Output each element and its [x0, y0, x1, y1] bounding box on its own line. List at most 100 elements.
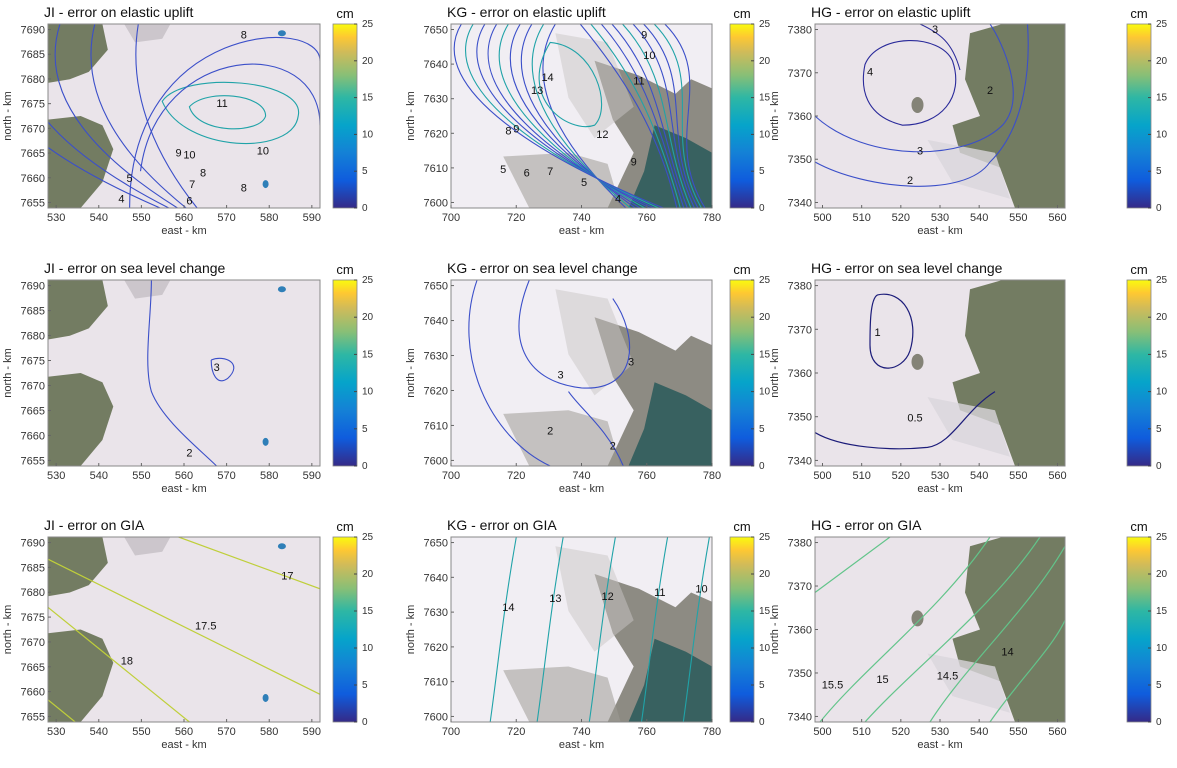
- contour-label: 15: [876, 674, 888, 686]
- x-axis-label: east - km: [559, 225, 604, 237]
- contour-label: 4: [118, 193, 124, 205]
- colorbar-tick-label: 5: [1156, 424, 1162, 435]
- contour-label: 14: [1001, 646, 1013, 658]
- y-tick-label: 7660: [21, 430, 45, 442]
- y-tick-label: 7380: [788, 25, 812, 37]
- x-tick-label: 550: [1009, 212, 1027, 224]
- x-axis-label: east - km: [161, 483, 206, 495]
- y-tick-label: 7640: [424, 316, 448, 328]
- panel-title: HG - error on GIA: [811, 517, 922, 533]
- contour-line: [815, 24, 1029, 187]
- y-axis-label: north - km: [769, 605, 781, 655]
- colorbar-tick-label: 10: [759, 387, 771, 398]
- colorbar-unit: cm: [1130, 262, 1147, 277]
- colorbar: [332, 536, 358, 723]
- contour-line: [862, 40, 957, 126]
- y-tick-label: 7675: [21, 99, 45, 111]
- x-tick-label: 540: [970, 470, 988, 482]
- x-tick-label: 590: [303, 726, 321, 738]
- contour-label: 5: [127, 173, 133, 185]
- y-axis-label: north - km: [2, 348, 14, 398]
- contour-line: [819, 537, 991, 722]
- contour-label: 4: [867, 67, 873, 79]
- colorbar-tick-label: 25: [1156, 275, 1168, 286]
- x-tick-label: 760: [638, 212, 656, 224]
- y-tick-label: 7370: [788, 581, 812, 593]
- y-tick-label: 7685: [21, 306, 45, 318]
- y-tick-label: 7640: [424, 572, 448, 584]
- colorbar: [729, 536, 755, 723]
- x-tick-label: 700: [442, 470, 460, 482]
- x-tick-label: 550: [132, 726, 150, 738]
- contour-line: [487, 24, 650, 208]
- contour-line: [579, 24, 678, 208]
- contour-label: 1: [874, 327, 880, 339]
- x-tick-label: 580: [260, 470, 278, 482]
- contour-label: 3: [628, 357, 634, 369]
- x-tick-label: 530: [47, 726, 65, 738]
- colorbar-tick-label: 0: [759, 717, 765, 728]
- y-tick-label: 7620: [424, 128, 448, 140]
- map-image: [451, 537, 712, 722]
- y-tick-label: 7380: [788, 281, 812, 293]
- colorbar-tick-label: 5: [1156, 680, 1162, 691]
- colorbar-tick-label: 10: [1156, 643, 1168, 654]
- x-tick-label: 590: [303, 212, 321, 224]
- contour-line: [815, 24, 1014, 153]
- x-tick-label: 500: [813, 470, 831, 482]
- contour-line: [989, 620, 1065, 722]
- y-tick-label: 7620: [424, 385, 448, 397]
- contour-label: 14.5: [937, 670, 958, 682]
- y-axis-label: north - km: [2, 91, 14, 141]
- colorbar-unit: cm: [336, 262, 353, 277]
- x-tick-label: 530: [47, 470, 65, 482]
- y-tick-label: 7630: [424, 607, 448, 619]
- contour-label: 8: [241, 182, 247, 194]
- contour-line: [542, 24, 627, 208]
- y-tick-label: 7340: [788, 197, 812, 209]
- colorbar-unit: cm: [733, 519, 750, 534]
- contour-label: 3: [932, 24, 938, 36]
- contour-line: [568, 391, 624, 466]
- contour-label: 3: [214, 362, 220, 374]
- colorbar-tick-label: 15: [362, 349, 374, 360]
- x-tick-label: 510: [852, 470, 870, 482]
- y-tick-label: 7630: [424, 351, 448, 363]
- colorbar-tick-label: 15: [759, 349, 771, 360]
- contour-label: 5: [581, 177, 587, 189]
- contour-label: 0.5: [907, 412, 922, 424]
- contour-line: [48, 121, 170, 208]
- contour-line: [590, 24, 681, 208]
- y-tick-label: 7660: [21, 687, 45, 699]
- colorbar-tick-label: 25: [362, 275, 374, 286]
- x-axis-label: east - km: [559, 739, 604, 751]
- x-tick-label: 500: [813, 212, 831, 224]
- map-image: [48, 537, 320, 722]
- y-tick-label: 7690: [21, 538, 45, 550]
- x-tick-label: 560: [175, 212, 193, 224]
- contour-label: 9: [513, 124, 519, 136]
- y-tick-label: 7665: [21, 405, 45, 417]
- contour-label: 3: [917, 146, 923, 158]
- contour-line: [178, 537, 320, 590]
- x-tick-label: 760: [638, 470, 656, 482]
- colorbar-tick-label: 10: [362, 643, 374, 654]
- colorbar-tick-label: 0: [759, 461, 765, 472]
- y-tick-label: 7600: [424, 711, 448, 723]
- y-tick-label: 7610: [424, 420, 448, 432]
- x-tick-label: 560: [1048, 470, 1066, 482]
- colorbar: [1126, 536, 1152, 723]
- contour-label: 8: [505, 125, 511, 137]
- y-tick-label: 7610: [424, 163, 448, 175]
- map-image: [815, 537, 1065, 722]
- colorbar-tick-label: 10: [362, 387, 374, 398]
- y-tick-label: 7655: [21, 711, 45, 723]
- colorbar-tick-label: 0: [362, 203, 368, 214]
- contour-label: 17.5: [195, 621, 216, 633]
- x-tick-label: 540: [90, 726, 108, 738]
- y-axis-label: north - km: [769, 348, 781, 398]
- y-axis-label: north - km: [769, 91, 781, 141]
- contour-label: 13: [549, 593, 561, 605]
- colorbar-unit: cm: [733, 262, 750, 277]
